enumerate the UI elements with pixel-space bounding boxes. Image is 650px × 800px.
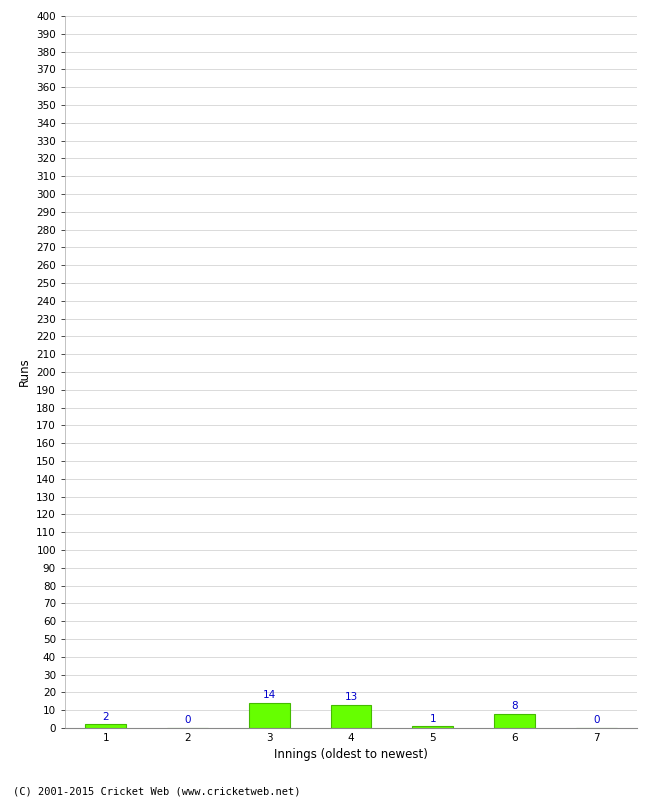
Bar	[331, 705, 371, 728]
Text: 2: 2	[103, 712, 109, 722]
Text: 0: 0	[593, 715, 599, 726]
Bar	[412, 726, 453, 728]
Bar	[494, 714, 535, 728]
Bar	[85, 725, 126, 728]
Text: 0: 0	[185, 715, 191, 726]
Text: 14: 14	[263, 690, 276, 701]
Text: (C) 2001-2015 Cricket Web (www.cricketweb.net): (C) 2001-2015 Cricket Web (www.cricketwe…	[13, 786, 300, 796]
Y-axis label: Runs: Runs	[18, 358, 31, 386]
Bar	[249, 703, 290, 728]
Text: 8: 8	[511, 701, 518, 711]
Text: 1: 1	[430, 714, 436, 723]
Text: 13: 13	[344, 692, 358, 702]
X-axis label: Innings (oldest to newest): Innings (oldest to newest)	[274, 749, 428, 762]
